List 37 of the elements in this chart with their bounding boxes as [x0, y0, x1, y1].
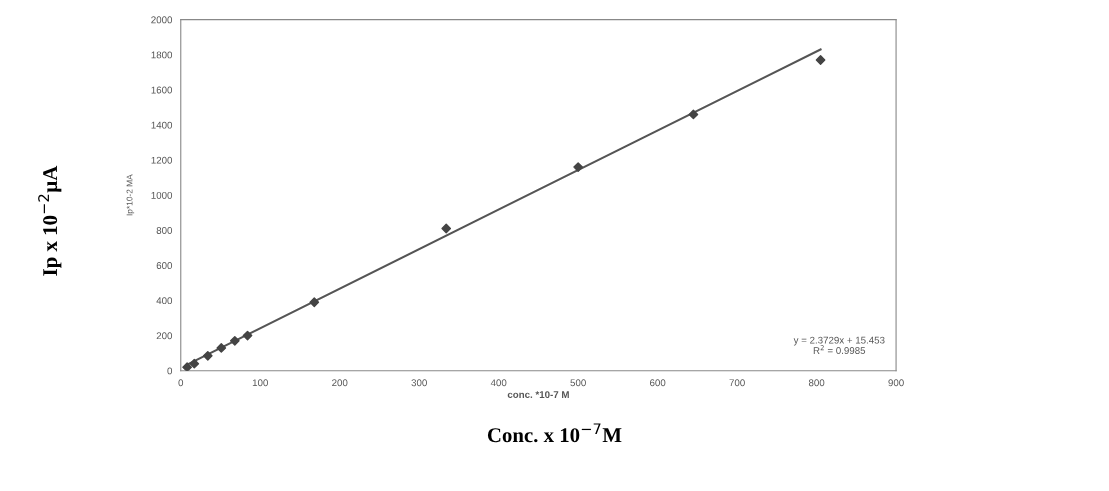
x-tick-label: 600 — [650, 379, 666, 387]
x-tick-label: 100 — [252, 379, 268, 387]
point — [309, 297, 320, 308]
point — [182, 362, 192, 371]
point — [573, 162, 584, 172]
y-tick-label: 400 — [156, 297, 173, 305]
point — [242, 330, 253, 341]
x-tick-label: 0 — [178, 379, 184, 387]
y-tick-label: 1800 — [151, 51, 173, 59]
x-tick-label: 400 — [490, 379, 507, 387]
x-tick-label: 900 — [888, 379, 904, 387]
point — [202, 350, 213, 361]
y-tick-label: 1400 — [151, 121, 173, 129]
x-axis-title: conc. *10-7 M — [507, 391, 569, 399]
x-tick-label: 800 — [808, 379, 825, 387]
x-tick-label: 300 — [411, 379, 427, 387]
point — [815, 55, 826, 65]
point — [688, 109, 699, 120]
point — [229, 336, 240, 346]
point — [189, 358, 200, 369]
y-axis-title: Ip*10-2 MA — [126, 174, 135, 216]
text: Ip x 10$^{−2}$µA — [38, 165, 62, 276]
point — [216, 343, 227, 353]
y-tick-label: 1200 — [151, 156, 173, 164]
text: Conc. x 10$^{−7}$M — [487, 423, 622, 443]
y-tick-label: 0 — [167, 367, 173, 375]
y-tick-label: 600 — [156, 262, 173, 269]
x-tick-label: 700 — [729, 379, 745, 387]
y-tick-label: 800 — [156, 227, 173, 234]
x-tick-label: 200 — [332, 379, 348, 387]
annotation: y = 2.3729x + 15.453 R$^{2}$ = 0.9985 — [793, 336, 885, 354]
x-tick-label: 500 — [570, 379, 586, 387]
y-tick-label: 1600 — [151, 86, 173, 94]
y-tick-label: 200 — [156, 332, 173, 340]
point — [441, 223, 452, 234]
y-tick-label: 2000 — [151, 16, 173, 24]
y-tick-label: 1000 — [151, 191, 173, 199]
